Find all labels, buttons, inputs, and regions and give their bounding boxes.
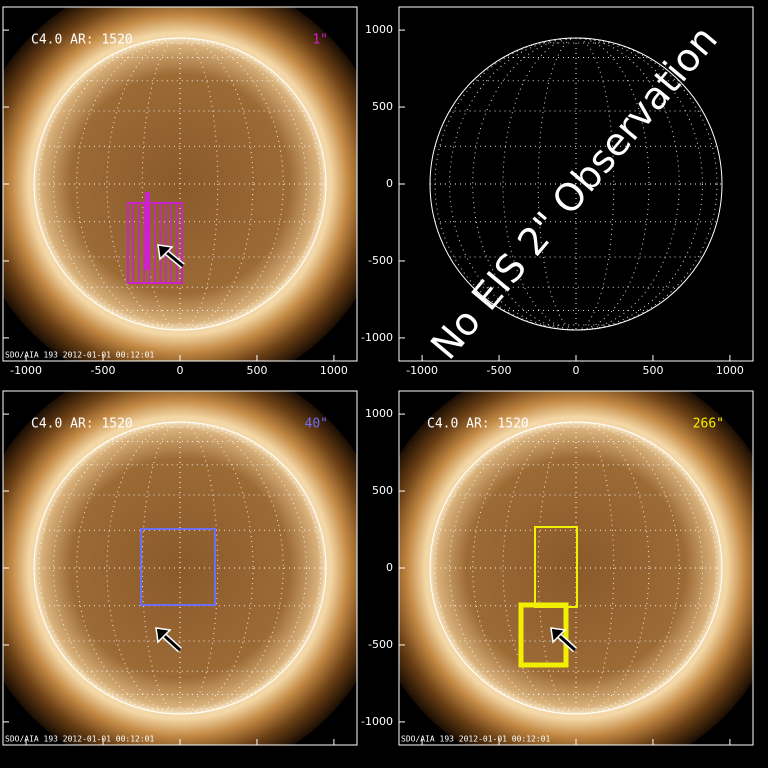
image	[3, 391, 357, 745]
meridian	[472, 37, 680, 331]
y-tick-label: -1000	[361, 715, 393, 728]
raster-label: 40"	[305, 417, 328, 432]
y-tick-label: 1000	[365, 23, 393, 36]
limb	[429, 37, 723, 331]
meridian	[76, 37, 284, 331]
limb	[33, 37, 327, 331]
image	[399, 7, 753, 361]
meridian	[141, 37, 219, 331]
slit	[145, 192, 150, 270]
panel-label: C4.0 AR: 1520	[31, 417, 133, 432]
meridian	[537, 37, 615, 331]
footer: SDO/AIA 193 2012-01-01 00:12:01	[5, 735, 154, 744]
panel-label: C4.0 AR: 1520	[427, 417, 529, 432]
x-tick-label: 1000	[716, 364, 744, 377]
x-tick-label: -1000	[406, 364, 438, 377]
meridian	[537, 421, 615, 715]
limb	[429, 421, 723, 715]
arrow-head	[157, 244, 174, 261]
raster-label: 1"	[312, 33, 328, 48]
y-tick-label: -500	[368, 254, 393, 267]
x-tick-label: 1000	[320, 364, 348, 377]
footer: SDO/AIA 193 2012-01-01 00:12:01	[401, 735, 550, 744]
y-tick-label: 0	[386, 561, 393, 574]
meridian	[53, 421, 307, 715]
y-tick-label: -500	[368, 638, 393, 651]
panel-label: C4.0 AR: 1520	[31, 33, 133, 48]
raster-label: 266"	[693, 417, 724, 432]
limb	[33, 421, 327, 715]
y-tick-label: 500	[372, 100, 393, 113]
panel: No EIS 2" Observation-1000 -500 0 500 1000-1…	[361, 6, 754, 377]
meridian	[449, 421, 703, 715]
panel: C4.0 AR: 1520 40" SDO/AIA 193 2012-01-01 0…	[2, 390, 358, 746]
image	[3, 7, 357, 361]
y-tick-label: 0	[386, 177, 393, 190]
x-tick-label: 500	[246, 364, 267, 377]
meridian	[449, 37, 703, 331]
x-tick-label: 0	[573, 364, 580, 377]
x-tick-label: -500	[487, 364, 512, 377]
x-tick-label: 500	[642, 364, 663, 377]
x-tick-label: -1000	[10, 364, 42, 377]
raster-box	[140, 528, 216, 606]
meridian	[76, 421, 284, 715]
arrow-head	[155, 627, 172, 644]
image	[399, 391, 753, 745]
panel: C4.0 AR: 1520 1" SDO/AIA 193 2012-01-01 00…	[2, 6, 358, 377]
y-tick-label: -1000	[361, 331, 393, 344]
panel: C4.0 AR: 1520 266" SDO/AIA 193 2012-01-01 …	[361, 390, 754, 746]
meridian	[472, 421, 680, 715]
meridian	[141, 421, 219, 715]
x-tick-label: 0	[177, 364, 184, 377]
arrow-head	[550, 627, 567, 644]
y-tick-label: 1000	[365, 407, 393, 420]
x-tick-label: -500	[91, 364, 116, 377]
raster-box	[518, 602, 569, 668]
y-tick-label: 500	[372, 484, 393, 497]
meridian	[53, 37, 307, 331]
footer: SDO/AIA 193 2012-01-01 00:12:01	[5, 351, 154, 360]
